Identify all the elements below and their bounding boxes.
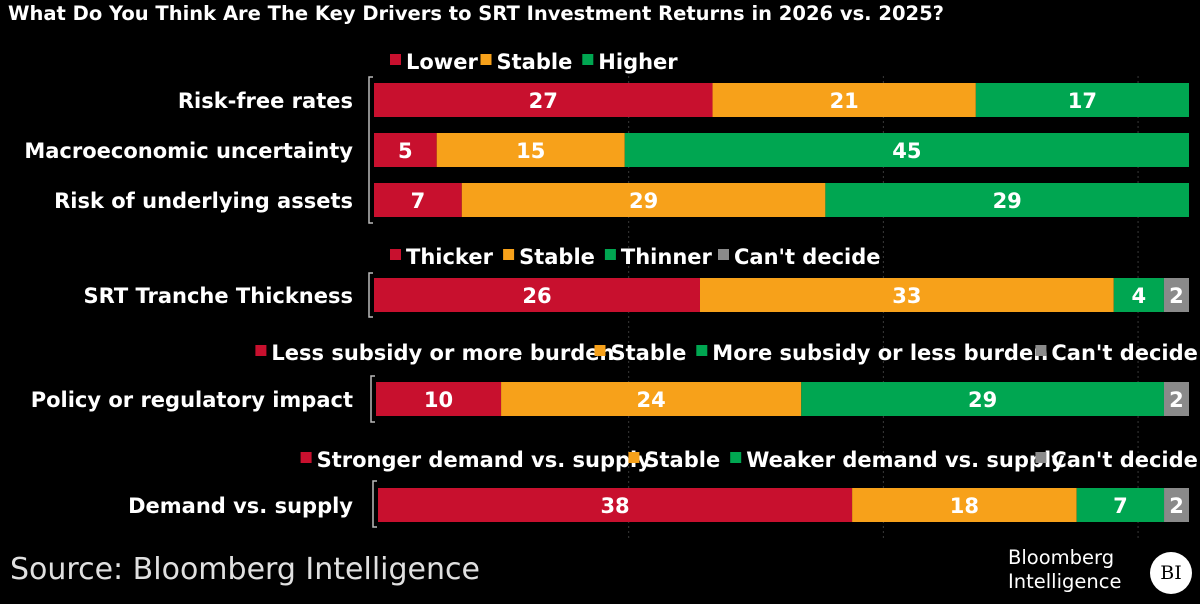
legend-label-1-1: Stable <box>519 245 595 269</box>
legend-label-1-2: Thinner <box>621 245 713 269</box>
bar-3-0-3 <box>1164 488 1189 522</box>
legend-label-3-0: Stronger demand vs. supply <box>317 448 652 472</box>
legend-label-2-1: Stable <box>611 341 687 365</box>
legend-label-3-2: Weaker demand vs. supply <box>746 448 1065 472</box>
category-label-0-2: Risk of underlying assets <box>54 189 353 213</box>
axis-bracket-1 <box>368 272 373 318</box>
legend-swatch-3-0 <box>300 452 312 463</box>
legend-swatch-3-1 <box>628 452 640 463</box>
legend-swatch-2-1 <box>594 345 606 356</box>
legend-swatch-0-1 <box>480 54 492 65</box>
bar-value-3-0-3: 2 <box>1169 494 1184 518</box>
bar-2-0-3 <box>1163 382 1189 416</box>
bi-badge-icon: BI <box>1150 552 1192 594</box>
bar-1-0-2 <box>1113 278 1164 312</box>
category-label-0-0: Risk-free rates <box>178 89 353 113</box>
bar-value-1-0-1: 33 <box>892 284 921 308</box>
category-label-2-0: Policy or regulatory impact <box>31 388 353 412</box>
bar-value-0-2-2: 29 <box>993 189 1022 213</box>
bar-value-0-1-0: 5 <box>398 139 413 163</box>
legend-label-2-3: Can't decide <box>1051 341 1198 365</box>
legend-swatch-1-1 <box>503 249 515 260</box>
axis-bracket-2 <box>370 375 375 423</box>
category-label-0-1: Macroeconomic uncertainty <box>24 139 353 163</box>
bar-value-1-0-2: 4 <box>1132 284 1147 308</box>
legend-swatch-0-0 <box>390 54 401 65</box>
bar-value-1-0-0: 26 <box>522 284 551 308</box>
bar-0-2-2 <box>825 183 1189 217</box>
legend-swatch-1-3 <box>718 249 729 260</box>
bar-3-0-1 <box>852 488 1077 522</box>
bar-value-3-0-2: 7 <box>1113 494 1128 518</box>
bar-0-2-0 <box>374 183 462 217</box>
bar-value-2-0-2: 29 <box>968 388 997 412</box>
bar-value-3-0-0: 38 <box>600 494 629 518</box>
bar-2-0-0 <box>376 382 502 416</box>
bar-value-2-0-1: 24 <box>637 388 666 412</box>
bar-1-0-0 <box>374 278 700 312</box>
legend-label-0-0: Lower <box>406 50 478 74</box>
bar-0-1-0 <box>374 133 437 167</box>
legend-swatch-1-0 <box>390 249 401 260</box>
bar-2-0-1 <box>501 382 802 416</box>
legend-swatch-0-2 <box>582 54 594 65</box>
bar-0-0-0 <box>374 83 713 117</box>
axis-bracket-0 <box>368 76 373 224</box>
bar-value-0-0-2: 17 <box>1068 89 1097 113</box>
bar-value-0-2-0: 7 <box>411 189 426 213</box>
axis-bracket-3 <box>372 480 377 528</box>
legend-swatch-2-2 <box>696 345 708 356</box>
bar-value-2-0-3: 2 <box>1169 388 1184 412</box>
bar-value-0-0-0: 27 <box>529 89 558 113</box>
logo-line1: Bloomberg <box>1008 546 1115 569</box>
legend-label-0-2: Higher <box>598 50 678 74</box>
bar-value-0-2-1: 29 <box>629 189 658 213</box>
bar-0-2-1 <box>461 183 826 217</box>
bar-0-1-1 <box>436 133 625 167</box>
bar-value-0-1-2: 45 <box>892 139 921 163</box>
legend-label-3-3: Can't decide <box>1051 448 1198 472</box>
bar-1-0-1 <box>700 278 1114 312</box>
bloomberg-logo: Bloomberg Intelligence <box>1008 546 1121 594</box>
legend-swatch-3-3 <box>1035 452 1047 463</box>
bar-0-1-2 <box>624 133 1189 167</box>
category-label-3-0: Demand vs. supply <box>128 494 353 518</box>
legend-label-1-3: Can't decide <box>734 245 881 269</box>
bar-value-3-0-1: 18 <box>950 494 979 518</box>
legend-label-0-1: Stable <box>497 50 573 74</box>
source-note: Source: Bloomberg Intelligence <box>10 552 480 587</box>
legend-label-1-0: Thicker <box>406 245 494 269</box>
legend-label-2-0: Less subsidy or more burden <box>271 341 614 365</box>
bar-1-0-3 <box>1163 278 1189 312</box>
chart-title: What Do You Think Are The Key Drivers to… <box>8 2 944 25</box>
legend-label-2-2: More subsidy or less burden <box>712 341 1048 365</box>
legend-swatch-2-3 <box>1035 345 1047 356</box>
legend-label-3-1: Stable <box>644 448 720 472</box>
bar-value-1-0-3: 2 <box>1169 284 1184 308</box>
bar-0-0-1 <box>712 83 976 117</box>
legend-swatch-1-2 <box>604 249 616 260</box>
logo-line2: Intelligence <box>1008 570 1122 593</box>
bar-2-0-2 <box>801 382 1164 416</box>
bar-3-0-0 <box>378 488 853 522</box>
bar-0-0-2 <box>975 83 1189 117</box>
bar-value-2-0-0: 10 <box>424 388 453 412</box>
bar-3-0-2 <box>1076 488 1165 522</box>
legend-swatch-2-0 <box>255 345 267 356</box>
bar-value-0-0-1: 21 <box>830 89 859 113</box>
legend-swatch-3-2 <box>730 452 742 463</box>
category-label-1-0: SRT Tranche Thickness <box>83 284 353 308</box>
bar-value-0-1-1: 15 <box>516 139 545 163</box>
